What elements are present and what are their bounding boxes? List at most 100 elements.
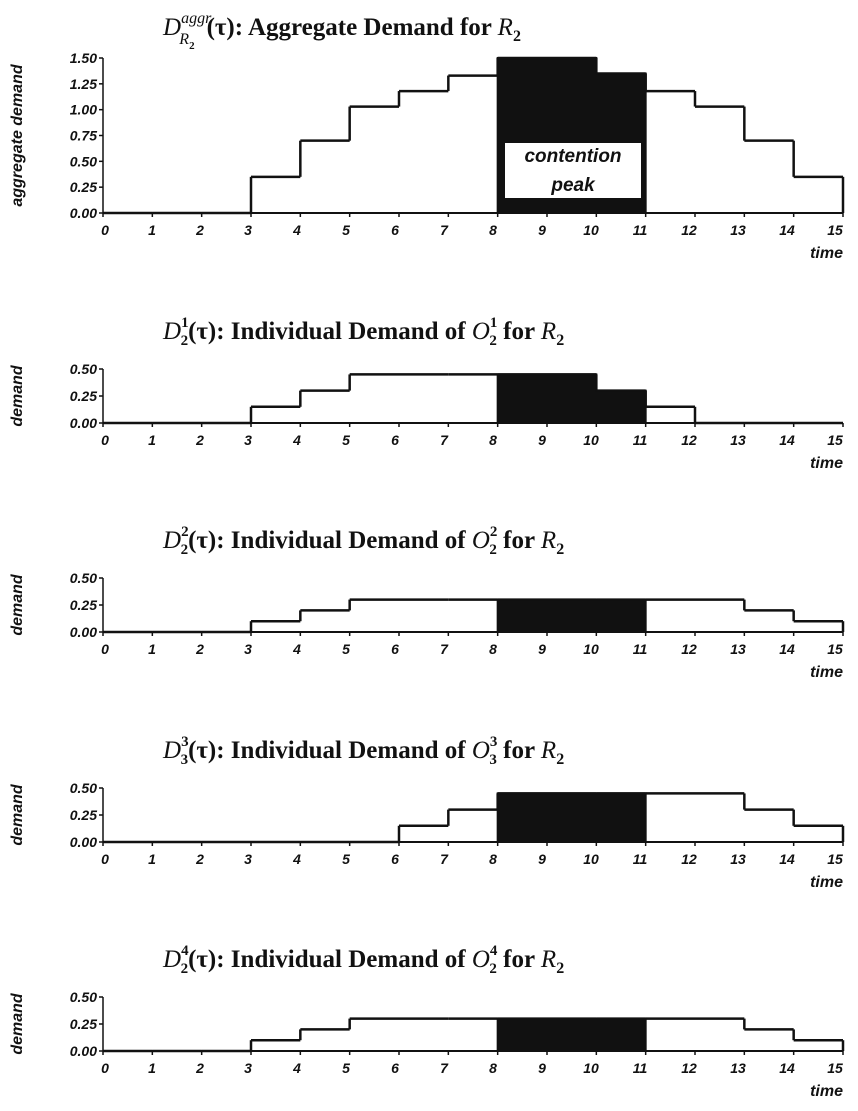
y-tick-label: 1.25 (70, 76, 97, 92)
y-tick-label: 0.25 (70, 597, 97, 613)
x-tick-label: 4 (292, 1060, 301, 1076)
x-tick-label: 14 (779, 641, 795, 657)
y-tick-label: 0.50 (70, 361, 97, 377)
x-tick-label: 11 (633, 432, 648, 448)
x-tick-label: 11 (633, 222, 648, 238)
x-tick-label: 3 (244, 1060, 252, 1076)
chart-panel-3: D2 2(τ): Individual Demand of O2 2 for R2 d… (9, 524, 845, 681)
y-tick-label: 0.50 (70, 989, 97, 1005)
x-tick-label: 14 (779, 851, 795, 867)
annotation-box (505, 143, 641, 198)
x-tick-label: 6 (391, 432, 399, 448)
x-tick-label: 8 (489, 641, 497, 657)
x-tick-label: 7 (440, 432, 449, 448)
y-tick-label: 0.50 (70, 780, 97, 796)
x-tick-label: 3 (244, 851, 252, 867)
x-axis-label: time (810, 874, 843, 891)
x-tick-label: 9 (538, 851, 546, 867)
y-tick-label: 0.00 (70, 624, 97, 640)
x-tick-label: 3 (244, 641, 252, 657)
x-tick-label: 3 (244, 432, 252, 448)
x-tick-label: 11 (633, 851, 648, 867)
x-tick-label: 12 (681, 641, 697, 657)
x-tick-label: 13 (730, 432, 746, 448)
contention-region (496, 598, 647, 633)
y-axis-label: demand (9, 364, 26, 427)
x-tick-label: 4 (292, 851, 301, 867)
x-tick-label: 2 (195, 851, 204, 867)
x-tick-label: 15 (827, 851, 843, 867)
x-tick-label: 10 (583, 851, 599, 867)
x-tick-label: 6 (391, 641, 399, 657)
y-tick-label: 0.50 (70, 570, 97, 586)
annotation-line-1: contention (524, 146, 621, 167)
chart-panel-4: D3 3(τ): Individual Demand of O3 3 for R2 d… (9, 734, 845, 891)
x-tick-label: 5 (342, 1060, 350, 1076)
x-tick-label: 2 (195, 222, 204, 238)
x-tick-label: 0 (101, 1060, 109, 1076)
x-tick-label: 0 (101, 222, 109, 238)
y-tick-label: 0.75 (70, 128, 97, 144)
x-tick-label: 13 (730, 1060, 746, 1076)
chart-title: D2 2(τ): Individual Demand of O2 2 for R2 (162, 524, 564, 558)
x-tick-label: 11 (633, 1060, 648, 1076)
x-tick-label: 9 (538, 222, 546, 238)
x-axis-label: time (810, 1083, 843, 1100)
chart-title: D3 3(τ): Individual Demand of O3 3 for R2 (162, 734, 564, 768)
x-tick-label: 10 (583, 222, 599, 238)
chart-panel-1: Daggr R2(τ): Aggregate Demand for R2 aggre… (9, 10, 845, 262)
x-tick-label: 12 (681, 851, 697, 867)
chart-title: D1 2(τ): Individual Demand of O1 2 for R2 (162, 315, 564, 349)
y-tick-label: 0.25 (70, 388, 97, 404)
x-tick-label: 2 (195, 641, 204, 657)
x-tick-label: 1 (148, 851, 156, 867)
x-tick-label: 12 (681, 1060, 697, 1076)
x-tick-label: 2 (195, 1060, 204, 1076)
contention-region (496, 792, 647, 843)
x-tick-label: 0 (101, 641, 109, 657)
y-tick-label: 1.00 (70, 102, 97, 118)
x-tick-label: 7 (440, 851, 449, 867)
x-tick-label: 15 (827, 432, 843, 448)
y-axis-label: demand (9, 783, 26, 846)
x-tick-label: 0 (101, 432, 109, 448)
x-tick-label: 7 (440, 641, 449, 657)
x-tick-label: 6 (391, 222, 399, 238)
x-tick-label: 9 (538, 641, 546, 657)
x-tick-label: 2 (195, 432, 204, 448)
x-axis-label: time (810, 664, 843, 681)
x-tick-label: 4 (292, 641, 301, 657)
x-tick-label: 8 (489, 1060, 497, 1076)
y-axis-label: demand (9, 992, 26, 1055)
x-tick-label: 1 (148, 222, 156, 238)
contention-region (496, 1017, 647, 1052)
contention-region (496, 373, 647, 424)
x-tick-label: 12 (681, 222, 697, 238)
x-tick-label: 5 (342, 851, 350, 867)
x-tick-label: 9 (538, 432, 546, 448)
x-axis-label: time (810, 245, 843, 262)
x-tick-label: 15 (827, 222, 843, 238)
x-tick-label: 4 (292, 222, 301, 238)
x-tick-label: 3 (244, 222, 252, 238)
x-tick-label: 15 (827, 1060, 843, 1076)
x-tick-label: 7 (440, 222, 449, 238)
y-tick-label: 0.00 (70, 415, 97, 431)
chart-title: D4 2(τ): Individual Demand of O4 2 for R2 (162, 943, 564, 977)
y-tick-label: 0.25 (70, 807, 97, 823)
x-tick-label: 0 (101, 851, 109, 867)
x-tick-label: 8 (489, 432, 497, 448)
x-tick-label: 6 (391, 1060, 399, 1076)
x-tick-label: 9 (538, 1060, 546, 1076)
x-tick-label: 1 (148, 641, 156, 657)
x-tick-label: 14 (779, 1060, 795, 1076)
y-tick-label: 0.50 (70, 153, 97, 169)
x-tick-label: 8 (489, 851, 497, 867)
x-tick-label: 8 (489, 222, 497, 238)
x-tick-label: 5 (342, 222, 350, 238)
x-tick-label: 10 (583, 432, 599, 448)
x-tick-label: 11 (633, 641, 648, 657)
x-tick-label: 5 (342, 641, 350, 657)
y-tick-label: 0.00 (70, 834, 97, 850)
x-tick-label: 15 (827, 641, 843, 657)
